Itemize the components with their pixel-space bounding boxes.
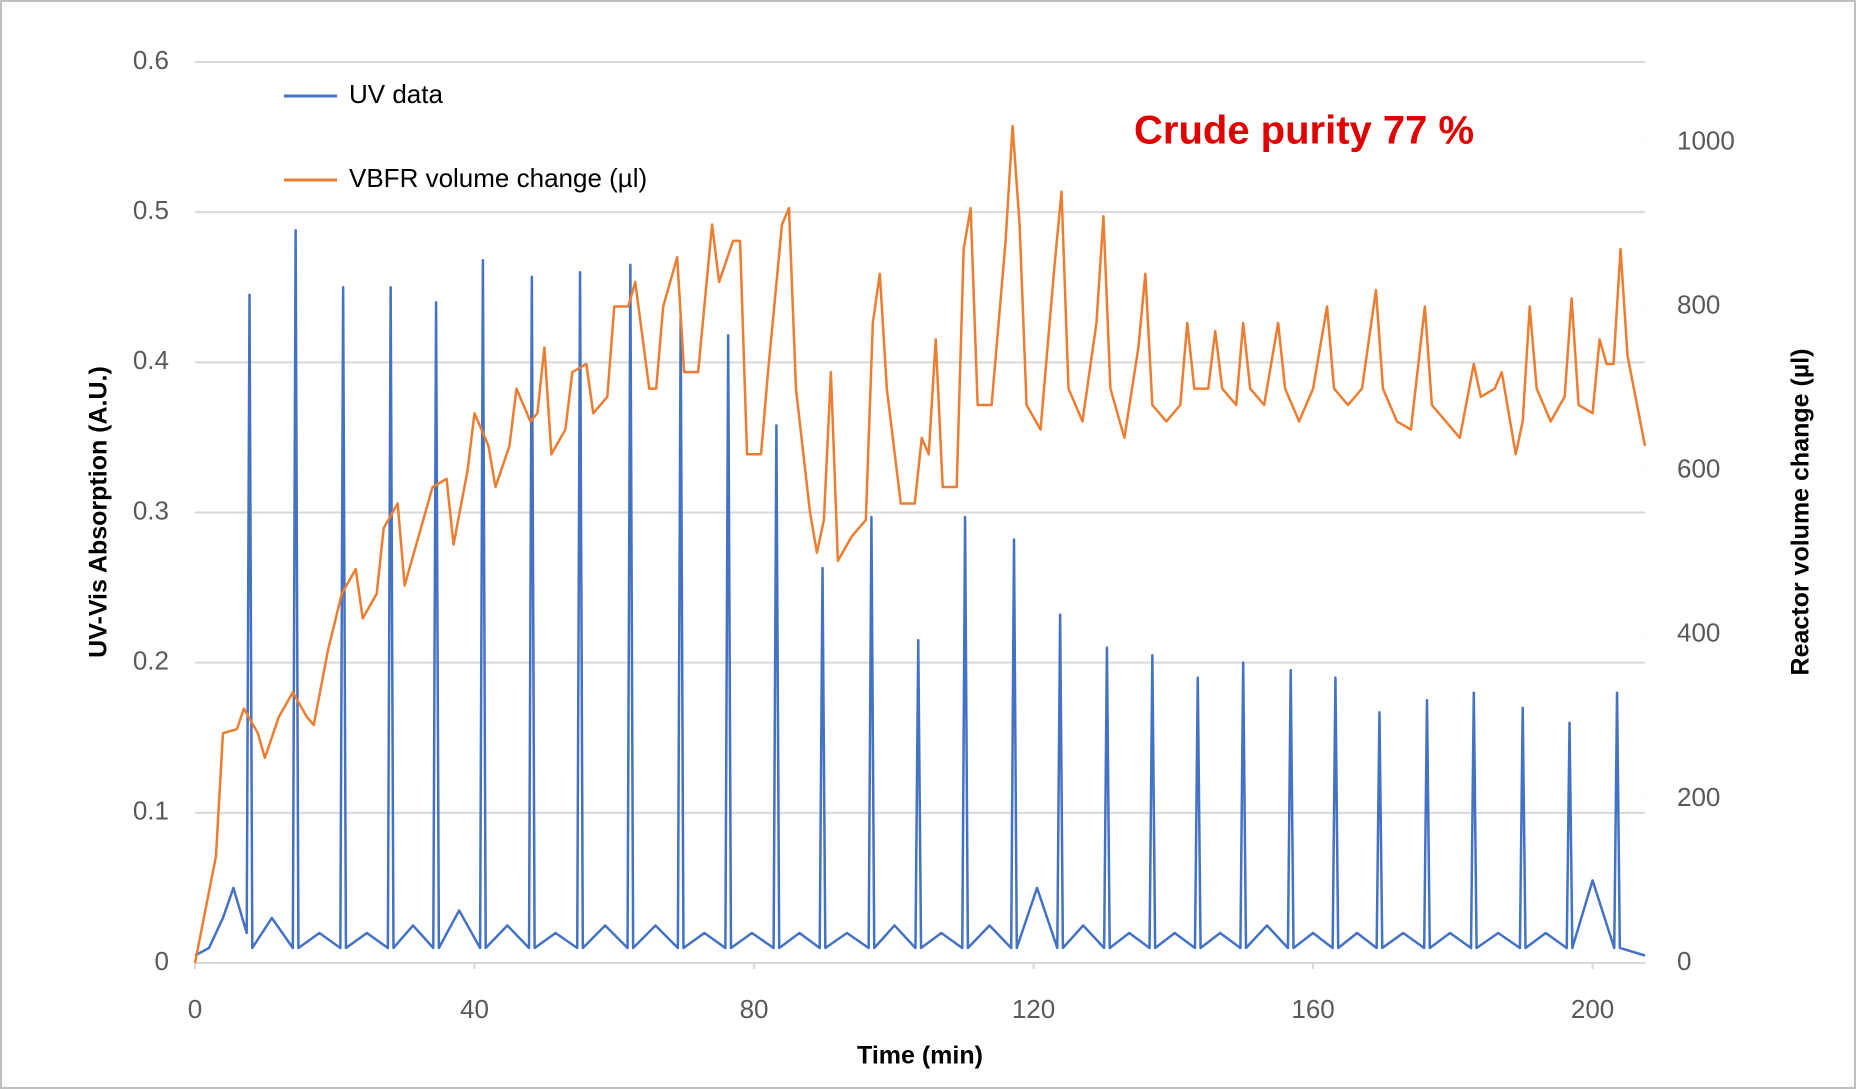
y-tick-label: 0.3 — [133, 495, 169, 525]
annotation: Crude purity 77 % — [1134, 109, 1474, 153]
y2-axis-title: Reactor volume change (µl) — [1787, 349, 1815, 676]
y-tick-label: 0.6 — [133, 45, 169, 75]
series-line — [194, 228, 1646, 957]
y-tick-label: 0.4 — [133, 345, 169, 375]
y2-tick-label: 400 — [1677, 618, 1720, 648]
y2-tick-label: 800 — [1677, 289, 1720, 319]
y2-tick-label: 200 — [1677, 782, 1720, 812]
x-tick-label: 200 — [1571, 994, 1614, 1024]
y-tick-label: 0.2 — [133, 646, 169, 676]
y-axis-title: UV-Vis Absorption (A.U.) — [85, 366, 113, 658]
y2-tick-label: 0 — [1677, 946, 1691, 976]
x-tick-label: 80 — [740, 994, 769, 1024]
lines — [193, 124, 1647, 964]
x-tick-label: 120 — [1012, 994, 1055, 1024]
y-tick-label: 0 — [155, 946, 169, 976]
y2-tick-label: 600 — [1677, 454, 1720, 484]
x-tick-label: 0 — [188, 994, 202, 1024]
y-tick-label: 0.1 — [133, 796, 169, 826]
series-line — [193, 124, 1647, 964]
y-tick-label: 0.5 — [133, 195, 169, 225]
x-axis-title: Time (min) — [857, 1042, 983, 1070]
legend-text: UV data — [349, 79, 443, 109]
x-tick-label: 160 — [1291, 994, 1334, 1024]
x-tick-label: 40 — [460, 994, 489, 1024]
legend-text: VBFR volume change (µl) — [349, 163, 647, 193]
y2-tick-label: 1000 — [1677, 125, 1735, 155]
